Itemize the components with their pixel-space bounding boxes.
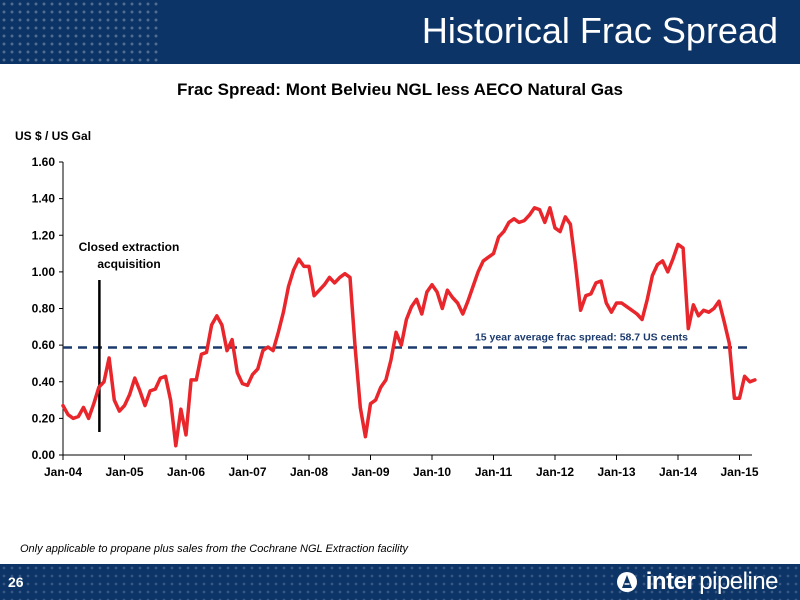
x-tick-label: Jan-09 xyxy=(351,465,389,479)
logo-text-light: pipeline xyxy=(699,568,778,595)
x-tick-label: Jan-08 xyxy=(290,465,328,479)
x-tick-label: Jan-06 xyxy=(167,465,205,479)
footer-bar: 26 inter pipeline xyxy=(0,564,800,600)
chart-axes: 0.00 0.20 0.40 0.60 0.80 1.00 1.20 1.40 1.60 US $… xyxy=(15,129,759,479)
x-tick-label: Jan-04 xyxy=(44,465,82,479)
x-tick-label: Jan-10 xyxy=(413,465,451,479)
frac-spread-chart: 0.00 0.20 0.40 0.60 0.80 1.00 1.20 1.40 1.60 US $… xyxy=(15,129,759,479)
annotation-group: Closed extraction acquisition xyxy=(79,240,180,432)
y-tick-label: 1.60 xyxy=(32,155,56,169)
logo-mark-icon xyxy=(616,572,637,592)
annotation-line-1: Closed extraction xyxy=(79,240,180,254)
y-axis-label: US $ / US Gal xyxy=(15,129,91,143)
dot-pattern xyxy=(0,0,160,64)
y-tick-label: 0.60 xyxy=(32,338,56,352)
x-tick-label: Jan-07 xyxy=(228,465,266,479)
page-number: 26 xyxy=(8,574,24,590)
x-tick-label: Jan-05 xyxy=(105,465,143,479)
y-tick-label: 0.20 xyxy=(32,411,56,425)
page-title: Historical Frac Spread xyxy=(421,10,778,51)
y-tick-label: 1.40 xyxy=(32,192,56,206)
annotation-line-2: acquisition xyxy=(97,257,160,271)
x-tick-label: Jan-12 xyxy=(536,465,574,479)
logo-text-bold: inter xyxy=(645,568,696,595)
y-tick-label: 0.40 xyxy=(32,375,56,389)
frac-spread-series-line xyxy=(61,206,757,448)
footnote: Only applicable to propane plus sales fr… xyxy=(20,543,409,555)
y-tick-label: 0.80 xyxy=(32,302,56,316)
average-label: 15 year average frac spread: 58.7 US cen… xyxy=(475,332,688,344)
y-tick-label: 1.20 xyxy=(32,228,56,242)
x-tick-label: Jan-14 xyxy=(659,465,697,479)
footer-dot-pattern xyxy=(0,564,800,600)
y-tick-label: 0.00 xyxy=(32,448,56,462)
x-tick-label: Jan-13 xyxy=(597,465,635,479)
series-group xyxy=(61,206,757,448)
x-tick-label: Jan-11 xyxy=(475,465,513,479)
y-tick-label: 1.00 xyxy=(32,265,56,279)
inter-pipeline-logo: inter pipeline xyxy=(616,568,778,596)
x-tick-label: Jan-15 xyxy=(720,465,758,479)
title-bar: Historical Frac Spread xyxy=(0,0,800,64)
average-line-group: 15 year average frac spread: 58.7 US cen… xyxy=(63,332,752,349)
chart-title: Frac Spread: Mont Belvieu NGL less AECO … xyxy=(177,80,623,99)
